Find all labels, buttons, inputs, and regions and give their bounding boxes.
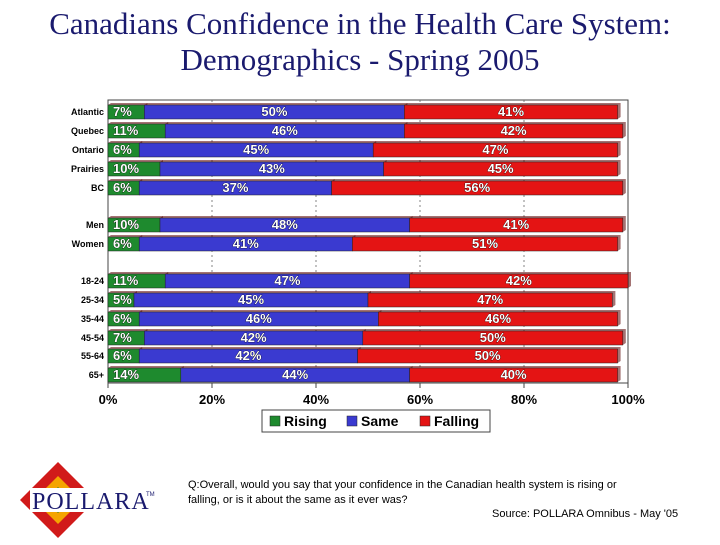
category-label: Women bbox=[72, 239, 104, 249]
legend-label: Rising bbox=[284, 413, 327, 429]
data-label: 10% bbox=[113, 161, 139, 176]
category-label: 35-44 bbox=[81, 314, 104, 324]
data-label: 47% bbox=[274, 273, 300, 288]
data-label: 44% bbox=[282, 367, 308, 382]
data-label: 6% bbox=[113, 142, 132, 157]
data-label: 45% bbox=[243, 142, 269, 157]
bar-segment-falling bbox=[357, 348, 618, 364]
data-label: 6% bbox=[113, 236, 132, 251]
data-label: 10% bbox=[113, 217, 139, 232]
data-label: 47% bbox=[477, 292, 503, 307]
data-label: 48% bbox=[272, 217, 298, 232]
pollara-logo: POLLARA TM bbox=[16, 460, 176, 540]
bar-segment-falling bbox=[352, 236, 618, 252]
category-label: Quebec bbox=[71, 126, 104, 136]
data-label: 46% bbox=[272, 123, 298, 138]
bar-segment-falling bbox=[378, 311, 618, 327]
legend-label: Falling bbox=[434, 413, 479, 429]
bar-segment-falling bbox=[383, 161, 618, 177]
source-note: Source: POLLARA Omnibus - May '05 bbox=[492, 508, 679, 520]
survey-question: Q:Overall, would you say that your confi… bbox=[188, 479, 617, 506]
data-label: 43% bbox=[259, 161, 285, 176]
x-tick-label: 100% bbox=[611, 392, 645, 407]
data-label: 51% bbox=[472, 236, 498, 251]
x-tick-label: 40% bbox=[303, 392, 329, 407]
bar-segment-falling bbox=[367, 292, 613, 308]
bar-segment-falling bbox=[404, 104, 618, 120]
data-label: 6% bbox=[113, 180, 132, 195]
legend-swatch bbox=[419, 415, 431, 427]
x-tick-label: 20% bbox=[199, 392, 225, 407]
bar-segment-falling bbox=[409, 273, 629, 289]
data-label: 46% bbox=[246, 311, 272, 326]
category-label: 45-54 bbox=[81, 333, 104, 343]
data-label: 41% bbox=[233, 236, 259, 251]
data-label: 42% bbox=[235, 348, 261, 363]
bar-segment-falling bbox=[409, 217, 624, 233]
category-label: 55-64 bbox=[81, 351, 104, 361]
data-label: 56% bbox=[464, 180, 490, 195]
data-label: 42% bbox=[506, 273, 532, 288]
data-label: 14% bbox=[113, 367, 139, 382]
data-label: 6% bbox=[113, 311, 132, 326]
data-label: 6% bbox=[113, 348, 132, 363]
data-label: 7% bbox=[113, 104, 132, 119]
data-label: 11% bbox=[113, 273, 139, 288]
bar-segment-falling bbox=[372, 142, 618, 158]
data-label: 50% bbox=[261, 104, 287, 119]
bar-segment-falling bbox=[409, 367, 618, 383]
category-label: Atlantic bbox=[71, 107, 104, 117]
category-label: Prairies bbox=[71, 164, 104, 174]
data-label: 45% bbox=[488, 161, 514, 176]
data-label: 40% bbox=[501, 367, 527, 382]
data-label: 41% bbox=[498, 104, 524, 119]
data-label: 45% bbox=[238, 292, 264, 307]
legend-swatch bbox=[346, 415, 358, 427]
x-tick-label: 0% bbox=[99, 392, 118, 407]
data-label: 47% bbox=[482, 142, 508, 157]
x-tick-label: 60% bbox=[407, 392, 433, 407]
data-label: 42% bbox=[241, 330, 267, 345]
data-label: 7% bbox=[113, 330, 132, 345]
svg-text:TM: TM bbox=[146, 492, 155, 498]
data-label: 37% bbox=[222, 180, 248, 195]
data-label: 46% bbox=[485, 311, 511, 326]
legend-box bbox=[261, 409, 491, 433]
data-label: 50% bbox=[480, 330, 506, 345]
category-label: 25-34 bbox=[81, 295, 104, 305]
x-tick-label: 80% bbox=[511, 392, 537, 407]
category-label: 65+ bbox=[89, 370, 104, 380]
category-label: 18-24 bbox=[81, 276, 104, 286]
bar-segment-falling bbox=[331, 180, 624, 196]
category-label: Ontario bbox=[72, 145, 105, 155]
bar-segment-falling bbox=[362, 330, 624, 346]
svg-text:POLLARA: POLLARA bbox=[32, 489, 150, 515]
data-label: 11% bbox=[113, 123, 139, 138]
bar-segment-falling bbox=[404, 123, 624, 139]
data-label: 50% bbox=[475, 348, 501, 363]
category-label: BC bbox=[91, 183, 104, 193]
category-label: Men bbox=[86, 220, 104, 230]
data-label: 42% bbox=[501, 123, 527, 138]
data-label: 41% bbox=[503, 217, 529, 232]
chart-title: Canadians Confidence in the Health Care … bbox=[49, 6, 671, 77]
legend-label: Same bbox=[361, 413, 399, 429]
legend-swatch bbox=[269, 415, 281, 427]
data-label: 5% bbox=[113, 292, 132, 307]
